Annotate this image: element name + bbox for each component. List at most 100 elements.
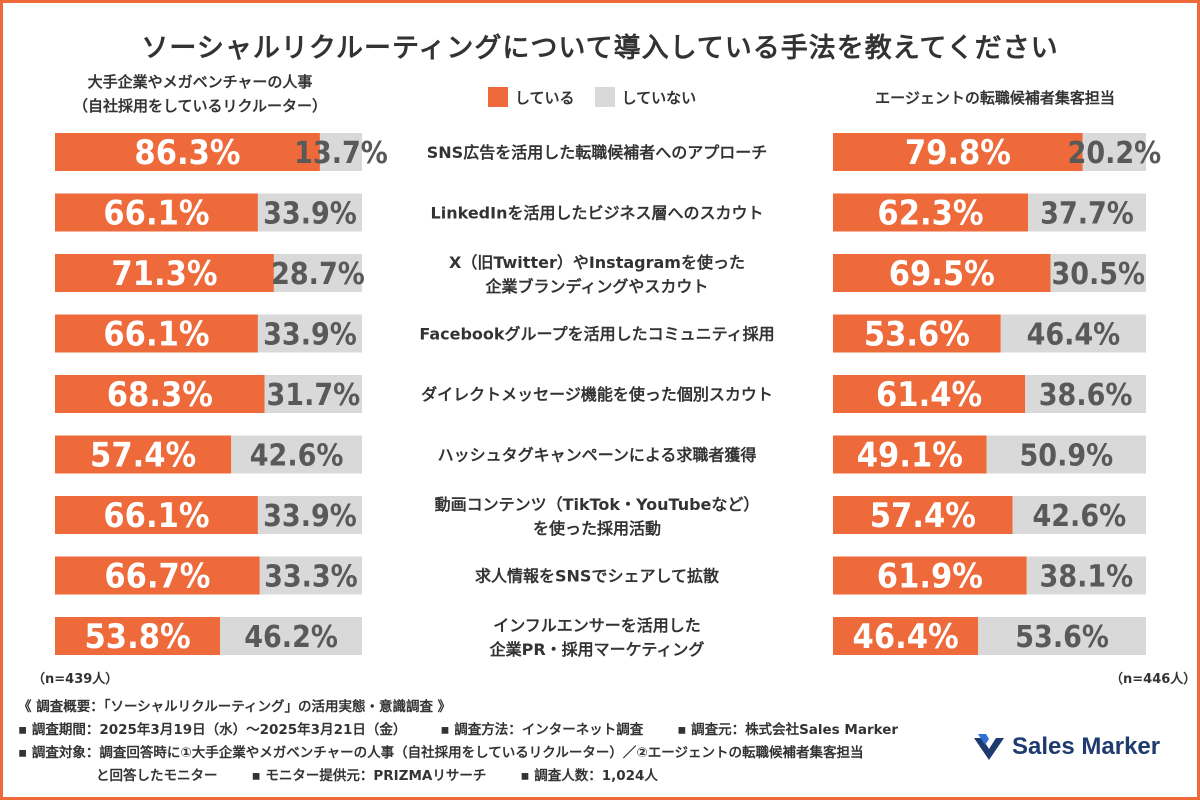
left-label-yes-1: 66.1% — [103, 194, 209, 234]
right-bar-yes-1 — [833, 193, 1028, 232]
footer-source: ▪ 調査元：株式会社Sales Marker — [677, 722, 899, 738]
left-label-no-6: 33.9% — [263, 499, 357, 534]
left-bar-yes-7 — [55, 556, 260, 595]
right-bar-no-1 — [1027, 193, 1146, 232]
right-bar-yes-7 — [833, 556, 1027, 595]
left-label-no-1: 33.9% — [263, 197, 357, 232]
right-bar-no-4 — [1025, 375, 1146, 413]
right-bar-no-2 — [1050, 254, 1146, 292]
right-label-no-5: 50.9% — [1020, 439, 1114, 474]
right-label-no-0: 20.2% — [1068, 136, 1162, 171]
left-label-yes-2: 71.3% — [111, 254, 217, 294]
left-bar-no-2 — [273, 254, 362, 292]
sample-size-left: （n=439人） — [32, 672, 119, 687]
left-label-no-8: 46.2% — [244, 620, 338, 655]
category-label-1: LinkedInを活用したビジネス層へのスカウト — [431, 204, 764, 223]
footer-target: ▪ 調査対象：調査回答時に①大手企業やメガベンチャーの人事（自社採用をしているリ… — [18, 745, 864, 761]
right-bar-yes-0 — [833, 133, 1083, 171]
left-bar-no-1 — [257, 193, 362, 232]
left-bar-no-0 — [319, 133, 362, 171]
right-bar-yes-8 — [833, 617, 979, 655]
right-label-yes-6: 57.4% — [870, 496, 976, 536]
left-label-yes-8: 53.8% — [85, 617, 191, 657]
left-label-yes-3: 66.1% — [103, 315, 209, 355]
left-bar-no-8 — [220, 617, 362, 655]
left-group-label-line2: （自社採用をしているリクルーター） — [72, 97, 328, 115]
logo-text: Sales Marker — [1012, 733, 1161, 760]
left-bar-yes-3 — [55, 314, 258, 353]
right-label-yes-0: 79.8% — [905, 133, 1011, 173]
legend: している していない — [488, 84, 716, 110]
survey-footer: 《 調査概要：「ソーシャルリクルーティング」の活用実態・意識調査 》 ▪ 調査期… — [18, 696, 978, 788]
right-label-yes-8: 46.4% — [853, 617, 959, 657]
legend-label-no: していない — [621, 88, 697, 107]
footer-row-2: ▪ 調査期間：2025年3月19日（水）〜2025年3月21日（金） ▪ 調査方法… — [18, 719, 978, 742]
left-bar-no-6 — [257, 496, 362, 534]
right-bar-yes-3 — [833, 314, 1001, 353]
right-bar-yes-6 — [833, 496, 1013, 534]
category-label-2-1: 企業ブランディングやスカウト — [485, 277, 709, 296]
right-label-no-4: 38.6% — [1039, 378, 1133, 413]
right-label-yes-5: 49.1% — [857, 436, 963, 476]
legend-swatch-yes — [488, 87, 508, 107]
category-label-5: ハッシュタグキャンペーンによる求職者獲得 — [438, 446, 757, 465]
legend-item-no: していない — [594, 87, 697, 108]
footer-provider: ▪ モニター提供元：PRIZMAリサーチ — [251, 768, 487, 784]
legend-label-yes: している — [515, 88, 575, 107]
left-label-no-5: 42.6% — [250, 439, 344, 474]
category-label-8-1: 企業PR・採用マーケティング — [489, 640, 705, 659]
left-label-yes-6: 66.1% — [103, 496, 209, 536]
right-label-no-2: 30.5% — [1051, 257, 1145, 292]
right-label-yes-3: 53.6% — [864, 315, 970, 355]
right-label-yes-1: 62.3% — [877, 194, 983, 234]
left-bar-yes-1 — [55, 193, 258, 232]
left-group-label-line1: 大手企業やメガベンチャーの人事 — [87, 73, 313, 91]
left-bar-no-4 — [264, 375, 362, 413]
left-bar-yes-2 — [55, 254, 274, 292]
category-label-3: Facebookグループを活用したコミュニティ採用 — [419, 325, 774, 344]
left-label-no-7: 33.3% — [264, 560, 358, 595]
left-label-no-4: 31.7% — [267, 378, 361, 413]
left-bar-no-5 — [231, 435, 362, 474]
left-bar-yes-6 — [55, 496, 258, 534]
left-bar-no-7 — [259, 556, 362, 595]
right-bar-no-8 — [978, 617, 1146, 655]
chart-title: ソーシャルリクルーティングについて導入している手法を教えてください — [141, 33, 1059, 64]
footer-row-4: と回答したモニター ▪ モニター提供元：PRIZMAリサーチ ▪ 調査人数：1,02… — [18, 765, 978, 788]
right-bar-yes-5 — [833, 435, 987, 474]
left-label-yes-4: 68.3% — [107, 375, 213, 415]
legend-item-yes: している — [488, 87, 575, 108]
category-label-7: 求人情報をSNSでシェアして拡散 — [475, 567, 720, 586]
footer-method: ▪ 調査方法：インターネット調査 — [440, 722, 644, 738]
legend-swatch-no — [594, 87, 615, 107]
right-label-yes-7: 61.9% — [877, 557, 983, 597]
left-group-label: 大手企業やメガベンチャーの人事 （自社採用をしているリクルーター） — [50, 70, 350, 118]
right-group-label: エージェントの転職候補者集客担当 — [875, 89, 1115, 107]
left-bar-yes-0 — [55, 133, 320, 171]
right-label-no-6: 42.6% — [1033, 499, 1127, 534]
right-bar-no-3 — [1000, 314, 1146, 353]
left-label-no-3: 33.9% — [263, 318, 357, 353]
right-label-no-1: 37.7% — [1040, 197, 1134, 232]
right-label-yes-4: 61.4% — [876, 375, 982, 415]
left-label-yes-5: 57.4% — [90, 436, 196, 476]
footer-target-2: と回答したモニター — [96, 768, 218, 784]
category-label-8-0: インフルエンサーを活用した — [493, 616, 701, 635]
footer-period: ▪ 調査期間：2025年3月19日（水）〜2025年3月21日（金） — [18, 722, 407, 738]
category-label-2-0: X（旧Twitter）やInstagramを使った — [449, 253, 745, 272]
category-label-0: SNS広告を活用した転職候補者へのアプローチ — [427, 143, 767, 162]
right-label-yes-2: 69.5% — [889, 254, 995, 294]
right-bar-yes-4 — [833, 375, 1026, 413]
category-label-6-0: 動画コンテンツ（TikTok・YouTubeなど） — [435, 495, 760, 514]
right-bar-no-6 — [1012, 496, 1146, 534]
right-label-no-3: 46.4% — [1027, 318, 1121, 353]
left-label-yes-7: 66.7% — [104, 557, 210, 597]
right-label-no-8: 53.6% — [1015, 620, 1109, 655]
sales-marker-logo-icon — [974, 734, 1004, 760]
left-label-yes-0: 86.3% — [134, 133, 240, 173]
right-bar-yes-2 — [833, 254, 1051, 292]
footer-count: ▪ 調査人数：1,024人 — [520, 768, 658, 784]
left-bar-yes-8 — [55, 617, 221, 655]
right-bar-no-7 — [1026, 556, 1146, 595]
